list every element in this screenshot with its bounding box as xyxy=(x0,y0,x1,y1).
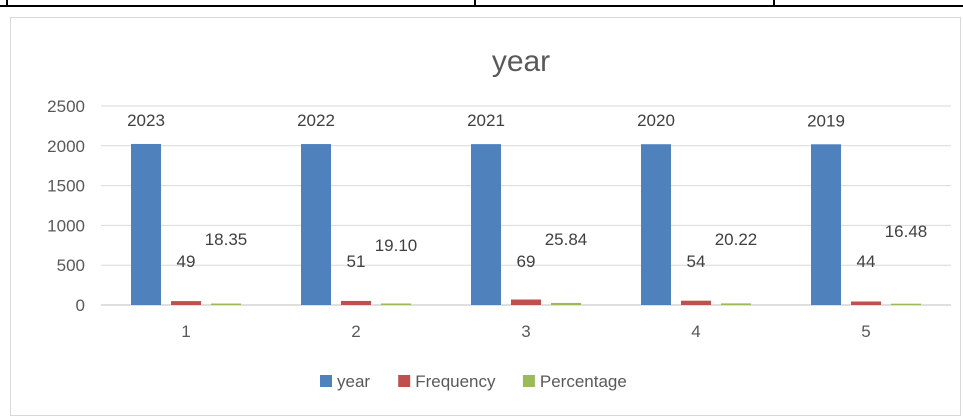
bar-year-5 xyxy=(811,144,841,305)
data-label: 2021 xyxy=(467,111,505,130)
bar-frequency-4 xyxy=(681,300,711,305)
data-label: 49 xyxy=(177,252,196,271)
data-label: 2023 xyxy=(127,111,165,130)
bar-percentage-3 xyxy=(551,302,581,305)
bar-frequency-2 xyxy=(341,300,371,305)
x-axis: 1 2 3 4 5 xyxy=(181,322,870,341)
bars xyxy=(131,143,921,305)
x-tick-label: 1 xyxy=(181,322,190,341)
y-tick-label: 500 xyxy=(57,256,85,275)
data-label: 44 xyxy=(857,252,876,271)
legend-swatch-percentage xyxy=(522,375,535,387)
data-labels: 2023 49 18.35 2022 51 19.10 2021 69 25.84 2020 54 2… xyxy=(127,111,927,271)
bar-year-1 xyxy=(131,143,161,305)
table-cell-divider xyxy=(474,0,476,6)
data-label: 25.84 xyxy=(545,230,588,249)
data-label: 54 xyxy=(687,252,706,271)
chart-frame: year 0 500 1000 1500 2000 2500 2023 49 18.35 202… xyxy=(10,17,961,416)
legend-label: year xyxy=(337,372,370,391)
bar-percentage-4 xyxy=(721,303,751,305)
bar-frequency-3 xyxy=(511,299,541,305)
data-label: 19.10 xyxy=(375,236,418,255)
table-bottom-border xyxy=(0,5,963,7)
data-label: 20.22 xyxy=(715,230,758,249)
x-tick-label: 2 xyxy=(351,322,360,341)
data-label: 2022 xyxy=(297,111,335,130)
bar-year-2 xyxy=(301,144,331,305)
data-label: 2019 xyxy=(807,111,845,130)
x-tick-label: 4 xyxy=(691,322,700,341)
table-cell-divider xyxy=(773,0,775,6)
bar-year-4 xyxy=(641,144,671,305)
bar-frequency-5 xyxy=(851,301,881,305)
bar-year-3 xyxy=(471,144,501,305)
y-tick-label: 1000 xyxy=(47,216,85,235)
table-cell-divider xyxy=(6,0,8,6)
x-tick-label: 5 xyxy=(861,322,870,341)
data-label: 18.35 xyxy=(205,230,248,249)
legend-swatch-year xyxy=(320,375,332,387)
y-axis: 0 500 1000 1500 2000 2500 xyxy=(47,97,85,315)
bar-percentage-5 xyxy=(891,303,921,305)
data-label: 16.48 xyxy=(885,222,928,241)
gridlines xyxy=(101,105,951,306)
x-tick-label: 3 xyxy=(521,322,530,341)
y-tick-label: 2000 xyxy=(47,137,85,156)
chart-title: year xyxy=(492,45,550,78)
legend-label: Percentage xyxy=(540,372,627,391)
data-label: 69 xyxy=(517,252,536,271)
data-label: 2020 xyxy=(637,111,675,130)
legend: year Frequency Percentage xyxy=(320,372,627,391)
legend-label: Frequency xyxy=(415,372,496,391)
bar-percentage-2 xyxy=(381,303,411,305)
y-tick-label: 0 xyxy=(76,296,85,315)
y-tick-label: 1500 xyxy=(47,177,85,196)
legend-swatch-frequency xyxy=(398,375,411,387)
data-label: 51 xyxy=(347,252,366,271)
bar-frequency-1 xyxy=(171,301,201,305)
bar-percentage-1 xyxy=(211,303,241,305)
table-edge xyxy=(0,0,963,7)
y-tick-label: 2500 xyxy=(47,97,85,116)
